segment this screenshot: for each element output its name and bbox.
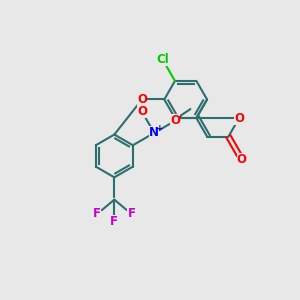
Text: N: N: [149, 126, 159, 140]
Text: F: F: [93, 208, 101, 220]
Text: O: O: [170, 114, 180, 127]
Text: O: O: [234, 112, 244, 124]
Text: O: O: [137, 105, 147, 118]
Text: O: O: [137, 93, 147, 106]
Text: F: F: [128, 208, 135, 220]
Text: Cl: Cl: [156, 53, 169, 66]
Text: F: F: [110, 215, 118, 228]
Text: -: -: [178, 112, 182, 122]
Text: +: +: [156, 124, 164, 133]
Text: O: O: [236, 153, 247, 166]
